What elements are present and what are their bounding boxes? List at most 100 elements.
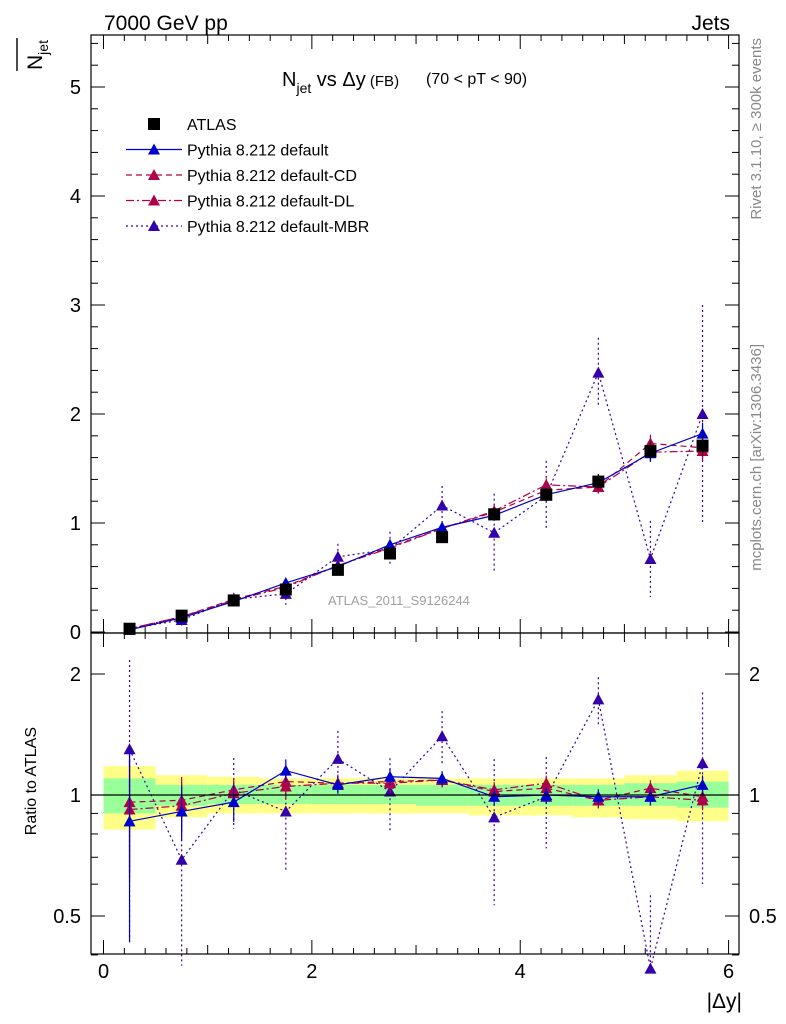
mcplots-label: mcplots.cern.ch [arXiv:1306.3436] — [748, 344, 765, 571]
x-tick-label: 6 — [723, 961, 734, 983]
mc-point — [436, 499, 449, 511]
x-tick-label: 0 — [98, 961, 109, 983]
ratio-point — [279, 805, 292, 817]
y-tick-label: 4 — [70, 186, 81, 208]
axis-ticks: 0 2 4 6 0 1 2 3 4 5 0.5 0.5 1 1 2 2 — [53, 35, 777, 983]
data-point — [540, 488, 553, 501]
ratio-tick-label: 2 — [70, 664, 81, 686]
ratio-point — [436, 730, 449, 742]
mc-point — [383, 538, 396, 550]
ylabel-bottom: Ratio to ATLAS — [23, 727, 40, 835]
mc-point — [592, 366, 605, 378]
xlabel: |Δy| — [707, 990, 742, 1013]
ratio-point — [696, 778, 709, 790]
ratio-tick-label-right: 2 — [749, 664, 760, 686]
legend: ATLAS Pythia 8.212 default Pythia 8.212 de… — [126, 117, 369, 236]
band-inner — [311, 784, 364, 804]
plot-title-small: (FB) — [366, 73, 399, 90]
ylabel-top: Njet — [24, 40, 51, 70]
mc-point — [696, 427, 709, 439]
ratio-point — [331, 752, 344, 764]
ratio-tick-label: 1 — [70, 785, 81, 807]
svg-text:Njet: Njet — [24, 40, 51, 70]
plot-title-main: N — [282, 69, 296, 91]
series-line — [129, 370, 704, 630]
ratio-point — [175, 853, 188, 865]
data-point — [279, 583, 292, 596]
watermark: ATLAS_2011_S9126244 — [328, 593, 470, 608]
ratio-tick-label-right: 1 — [749, 785, 760, 807]
plot-title-sub: jet — [295, 80, 311, 96]
ratio-point — [696, 790, 709, 802]
y-tick-label: 0 — [70, 622, 81, 644]
ratio-point — [644, 962, 657, 974]
legend-label: ATLAS — [187, 117, 237, 134]
ratio-tick-label: 0.5 — [53, 906, 81, 928]
ratio-point — [696, 757, 709, 769]
mc-point — [644, 552, 657, 564]
ratio-tick-label-right: 0.5 — [749, 906, 777, 928]
ratio-point — [227, 796, 240, 808]
ratio-point — [175, 805, 188, 817]
y-tick-label: 5 — [70, 77, 81, 99]
legend-marker — [148, 220, 160, 231]
legend-item: ATLAS — [148, 117, 237, 134]
header-right: Jets — [691, 12, 730, 35]
ratio-line — [129, 769, 703, 822]
data-point — [644, 445, 657, 458]
y-tick-label: 2 — [70, 404, 81, 426]
ratio-line — [129, 697, 704, 969]
legend-marker — [148, 118, 160, 130]
ratio-panel-frame — [90, 632, 740, 955]
data-point — [227, 594, 240, 607]
mc-point — [488, 526, 501, 538]
legend-item: Pythia 8.212 default — [126, 143, 329, 160]
ratio-point — [488, 811, 501, 823]
ratio-point — [123, 743, 136, 755]
series-layer — [123, 305, 709, 974]
x-tick-label: 4 — [515, 961, 526, 983]
ratio-point — [279, 764, 292, 776]
ratio-point — [383, 770, 396, 782]
ylabel-top-main: N — [24, 55, 47, 70]
mc-point — [696, 408, 709, 419]
ylabel-top-sub: jet — [35, 40, 51, 56]
ratio-point — [592, 790, 605, 802]
ratio-point — [331, 778, 344, 790]
rivet-label: Rivet 3.1.10, ≥ 300k events — [748, 38, 765, 220]
legend-label: Pythia 8.212 default-MBR — [187, 219, 369, 236]
data-point — [331, 563, 344, 576]
ratio-point — [592, 693, 605, 705]
series-line — [129, 442, 703, 630]
mc-point — [436, 521, 449, 533]
header-left: 7000 GeV pp — [104, 12, 228, 35]
y-tick-label: 1 — [70, 513, 81, 535]
data-point — [696, 439, 709, 452]
ratio-point — [488, 790, 501, 802]
x-tick-label: 2 — [306, 961, 317, 983]
legend-item: Pythia 8.212 default-MBR — [126, 219, 369, 236]
ratio-line — [129, 779, 703, 803]
legend-label: Pythia 8.212 default-DL — [187, 194, 354, 211]
plot-title: Njet vs Δy (FB) — [282, 69, 399, 96]
legend-label: Pythia 8.212 default — [187, 143, 329, 160]
data-point — [488, 508, 501, 521]
legend-marker — [148, 143, 160, 155]
data-point — [592, 475, 605, 488]
data-point — [123, 622, 136, 635]
legend-item: Pythia 8.212 default-CD — [126, 168, 357, 185]
ratio-point — [436, 772, 449, 784]
series-atlas — [123, 435, 709, 635]
ratio-point — [644, 790, 657, 802]
series-line — [129, 433, 703, 631]
plot-title-range: (70 < pT < 90) — [426, 71, 527, 88]
ratio-point — [644, 782, 657, 794]
plot-title-rest: vs Δy — [311, 69, 365, 91]
data-point — [436, 531, 449, 544]
legend-marker — [148, 194, 160, 206]
mc-point — [331, 550, 344, 562]
ratio-point — [123, 815, 136, 827]
y-tick-label: 3 — [70, 295, 81, 317]
data-point — [383, 547, 396, 560]
